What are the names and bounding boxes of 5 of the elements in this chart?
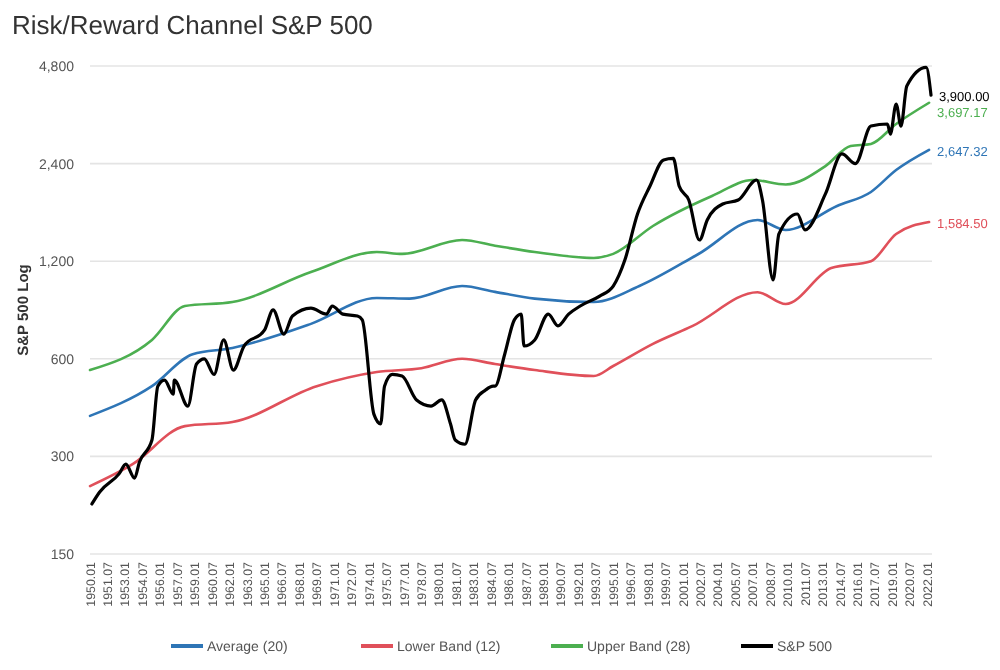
line-series — [88, 148, 931, 418]
line-series — [88, 101, 931, 372]
chart-title: Risk/Reward Channel S&P 500 — [12, 10, 373, 40]
line-series — [90, 65, 933, 506]
line-series — [88, 220, 931, 488]
